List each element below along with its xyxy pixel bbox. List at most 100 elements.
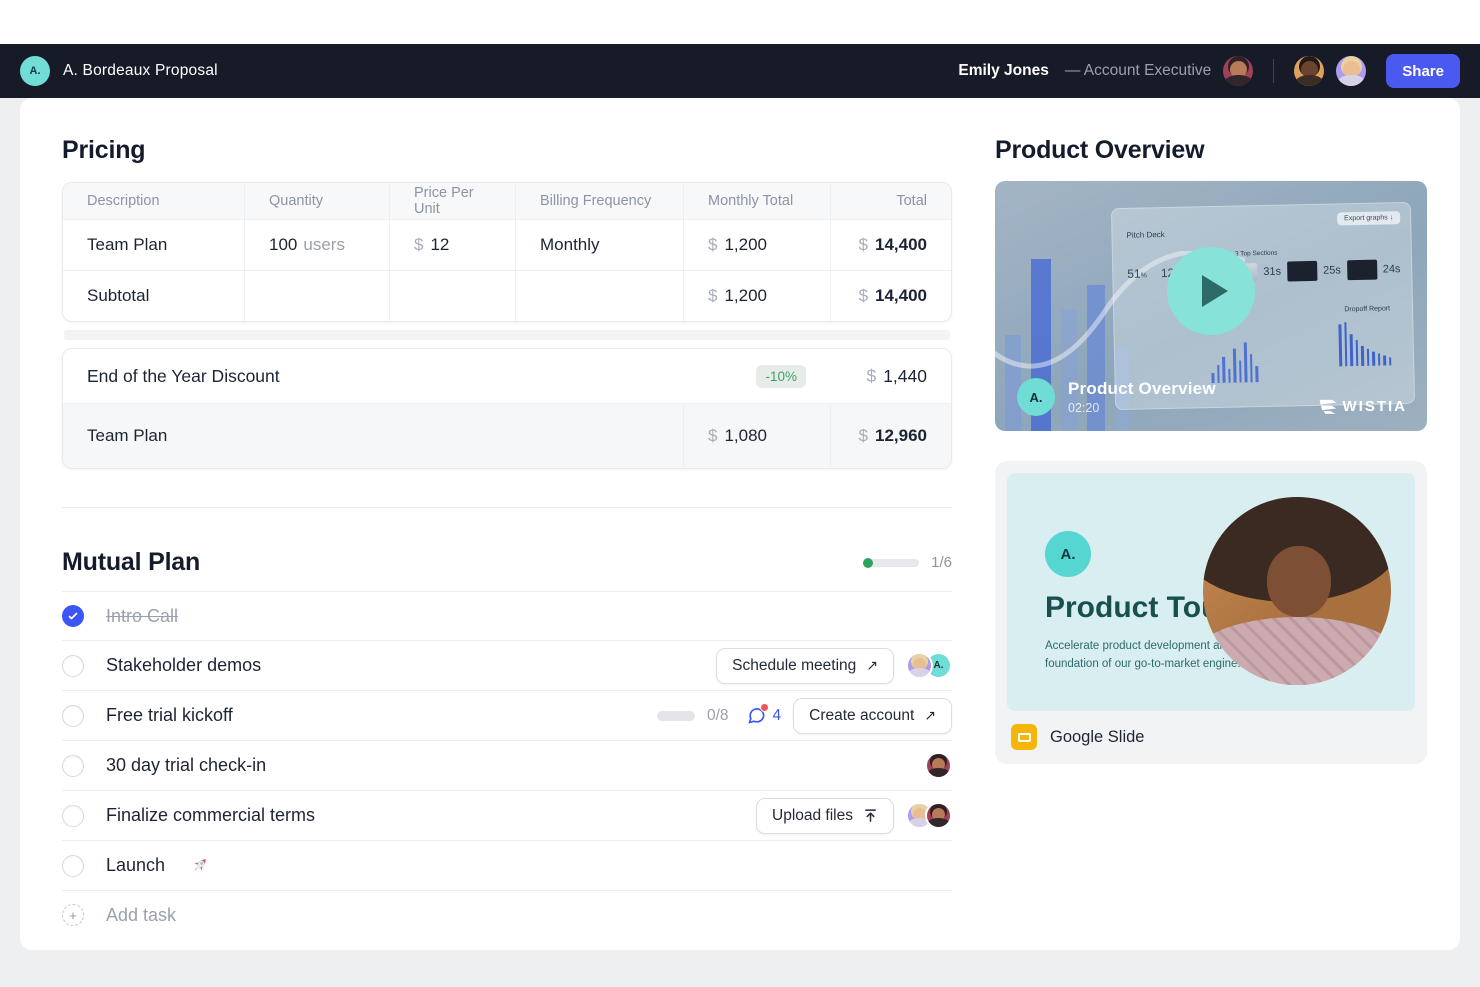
row-billing [515,271,683,321]
checkbox-unchecked[interactable] [62,855,84,877]
final-total: $ 12,960 [830,404,951,468]
upload-icon [863,808,878,823]
mutual-plan-title: Mutual Plan [62,548,200,577]
row-billing: Monthly [515,220,683,270]
topbar: A. A. Bordeaux Proposal Emily Jones — Ac… [0,44,1480,98]
row-description: Team Plan [63,220,244,270]
final-monthly: $ 1,080 [683,404,830,468]
play-button[interactable] [1167,247,1255,335]
discount-value: 1,440 [883,366,927,387]
check-icon [67,610,79,622]
avatar [925,802,952,829]
row-monthly: $ 1,200 [683,220,830,270]
checkbox-unchecked[interactable] [62,805,84,827]
monthly-value: 1,200 [724,235,767,255]
checkbox-checked[interactable] [62,605,84,627]
task-row-stakeholder-demos: Stakeholder demos Schedule meeting ↗ A. [62,641,952,691]
row-quantity [244,271,389,321]
photo-detail [1267,546,1331,617]
checkbox-unchecked[interactable] [62,705,84,727]
wistia-logo: WISTIA [1318,398,1408,415]
photo-detail [1203,617,1391,685]
avatar [925,752,952,779]
share-button[interactable]: Share [1386,54,1460,88]
pricing-title: Pricing [62,136,952,165]
arrow-up-right-icon: ↗ [924,707,936,724]
table-section-gap [64,330,950,340]
product-overview-video[interactable]: Pitch Deck Export graphs ↓ 51% 12 3 3 To… [995,181,1427,431]
col-header-monthly: Monthly Total [683,183,830,219]
plus-glyph: + [69,908,77,923]
discount-table: End of the Year Discount -10% $ 1,440 Te… [62,348,952,469]
page-background: Pricing Description Quantity Price Per U… [0,98,1480,987]
task-row-launch: Launch [62,841,952,891]
row-quantity: 100 users [244,220,389,270]
checkbox-unchecked[interactable] [62,655,84,677]
top-sections-label: 3 Top Sections [1235,250,1278,258]
checkbox-unchecked[interactable] [62,755,84,777]
progress-track [863,559,919,567]
dropoff-chart [1338,321,1391,366]
subtask-progress-bar [657,711,695,721]
video-duration: 02:20 [1068,401,1216,415]
add-task-button[interactable]: + Add task [62,891,952,939]
currency-symbol: $ [708,286,717,306]
section-time: 24s [1383,263,1401,275]
button-label: Schedule meeting [732,657,856,675]
schedule-meeting-button[interactable]: Schedule meeting ↗ [716,648,894,684]
account-avatar[interactable]: A. [20,56,50,86]
currency-symbol: $ [414,235,423,255]
dropoff-report-label: Dropoff Report [1344,305,1390,313]
create-account-button[interactable]: Create account ↗ [793,698,952,734]
avatar [906,652,933,679]
product-overview-title: Product Overview [995,136,1427,165]
mutual-plan-progress: 1/6 [863,554,952,571]
wistia-wordmark: WISTIA [1343,398,1408,415]
section-time: 25s [1323,264,1341,276]
google-slide-label: Google Slide [1050,728,1144,747]
google-slide-source[interactable]: Google Slide [1011,724,1411,750]
currency-symbol: $ [866,366,876,387]
owner-avatar[interactable] [1223,56,1253,86]
discount-label: End of the Year Discount [63,349,683,403]
currency-symbol: $ [708,235,717,255]
assignee-avatars: A. [906,652,952,679]
table-row-subtotal: Subtotal $ 1,200 $ 14,400 [63,270,951,321]
arrow-down-icon: ↓ [1390,214,1394,221]
product-tour-slide[interactable]: A. Product Tour Accelerate product devel… [1007,473,1415,711]
quantity-unit: users [303,235,345,255]
video-title: Product Overview [1068,379,1216,399]
upload-files-button[interactable]: Upload files [756,798,894,834]
comment-count: 4 [773,707,782,725]
section-card [1287,261,1317,282]
export-label: Export graphs [1344,214,1388,222]
section-time: 31s [1263,266,1281,278]
person-photo [1203,497,1391,685]
comments-indicator[interactable]: 4 [747,706,782,725]
collaborator-avatar-1[interactable] [1294,56,1324,86]
export-graphs-pill: Export graphs ↓ [1337,211,1400,225]
section-cards: 31s 25s 24s [1235,259,1401,282]
section-card [1347,260,1377,281]
page-top-margin [0,0,1480,44]
account-avatar: A. [1045,531,1091,577]
col-header-quantity: Quantity [244,183,389,219]
subtask-progress-count: 0/8 [707,707,729,725]
pricing-table: Description Quantity Price Per Unit Bill… [62,182,952,322]
collaborator-avatar-2[interactable] [1336,56,1366,86]
stat-suffix: % [1141,272,1147,279]
col-header-price: Price Per Unit [389,183,515,219]
section-divider [62,507,952,508]
currency-symbol: $ [708,426,717,446]
task-label: Launch [106,855,165,876]
progress-dot [863,558,873,568]
play-icon [1202,275,1228,307]
row-price: $ 12 [389,220,515,270]
final-monthly-value: 1,080 [724,426,767,446]
row-price [389,271,515,321]
price-value: 12 [430,235,449,255]
account-avatar: A. [1017,378,1055,416]
progress-count: 1/6 [931,554,952,571]
row-total: $ 14,400 [830,271,951,321]
task-label: 30 day trial check-in [106,755,266,776]
